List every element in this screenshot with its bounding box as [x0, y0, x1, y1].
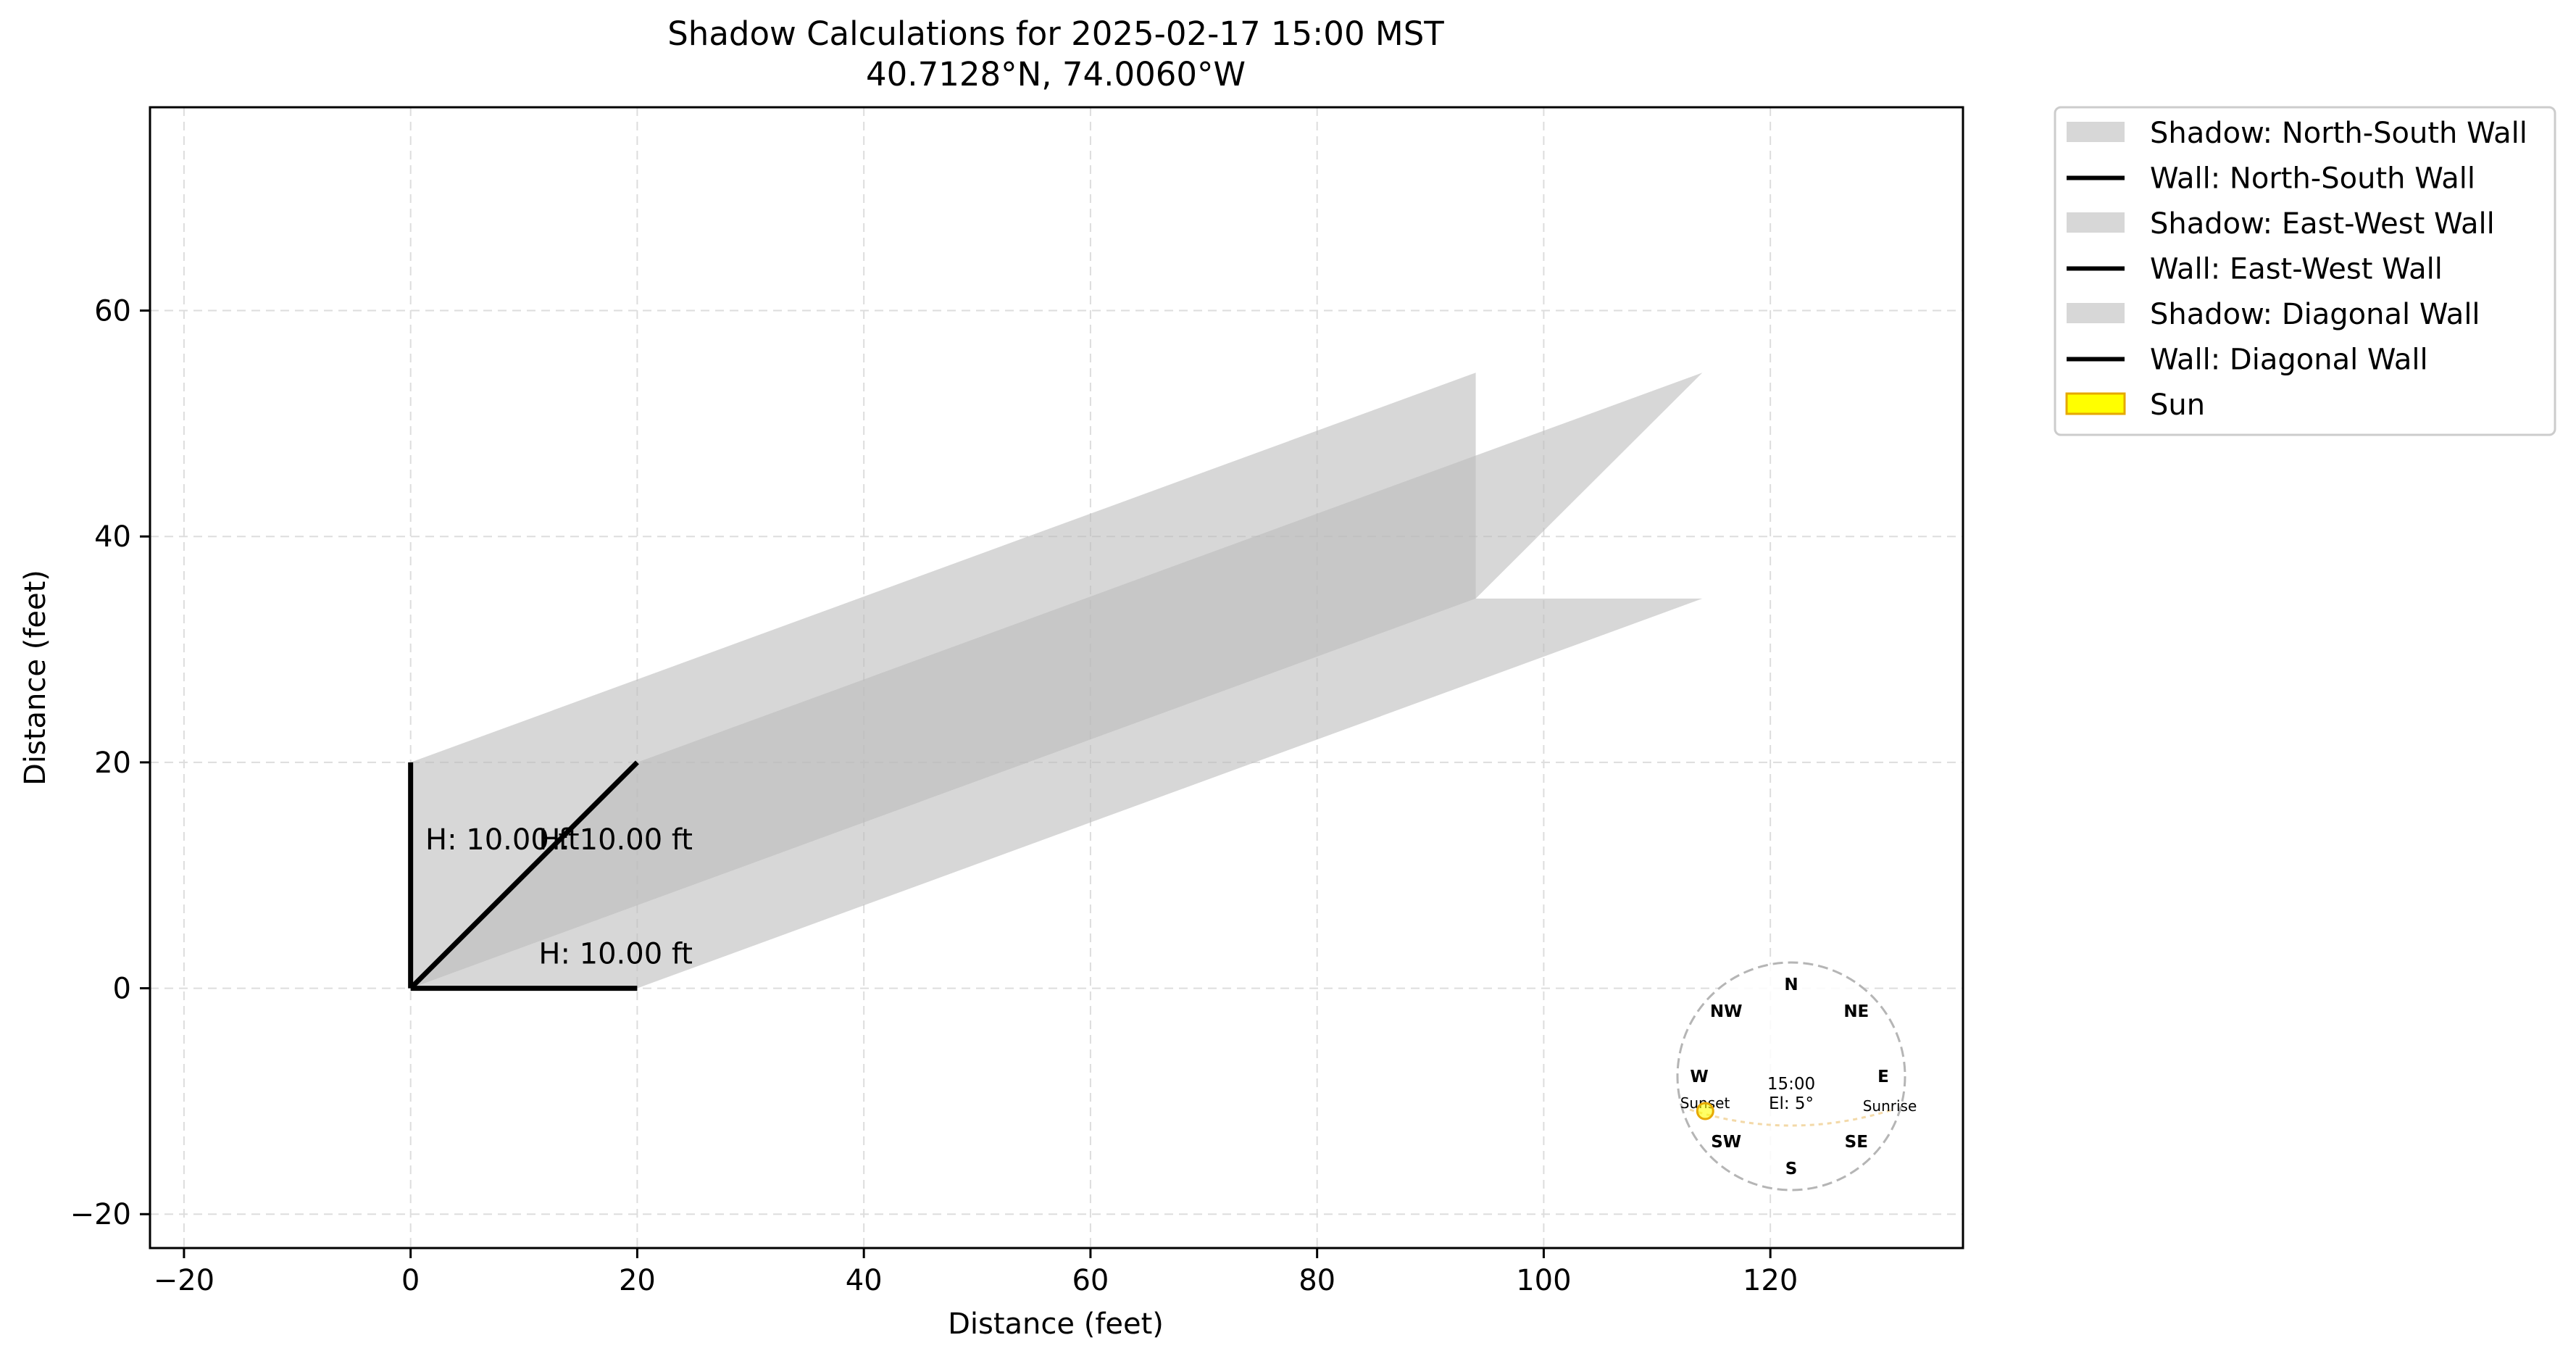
x-tick-label: −20: [154, 1264, 214, 1297]
compass-sun-marker: [1696, 1102, 1714, 1120]
x-axis-label: Distance (feet): [948, 1307, 1164, 1341]
legend-swatch-sun: [2065, 392, 2126, 415]
compass-direction-e: E: [1877, 1068, 1889, 1086]
x-tick-label: 120: [1743, 1264, 1798, 1297]
compass-time-label: 15:00: [1767, 1075, 1815, 1094]
compass-direction-s: S: [1785, 1160, 1798, 1178]
legend: Shadow: North-South Wall Wall: North-Sout…: [2054, 106, 2556, 436]
legend-box: [2054, 106, 2556, 436]
legend-label-sun: Sun: [2150, 388, 2205, 422]
x-tick-label: 100: [1516, 1264, 1571, 1297]
legend-swatch-shadow-east-west-wall: [2067, 212, 2125, 233]
chart-subtitle: 40.7128°N, 74.0060°W: [866, 55, 1246, 93]
x-tick-label: 40: [846, 1264, 883, 1297]
height-annotation: H: 10.00 ft: [425, 823, 580, 857]
compass-direction-w: W: [1690, 1068, 1708, 1086]
shadow-layer: [410, 373, 1703, 989]
wall-layer: [408, 760, 639, 991]
height-annotation: H: 10.00 ft: [538, 823, 693, 857]
y-tick-label: 20: [94, 747, 131, 780]
y-axis-label: Distance (feet): [19, 570, 52, 786]
compass-sunrise-label: Sunrise: [1863, 1097, 1917, 1115]
y-tick-label: 40: [94, 520, 131, 554]
legend-swatch-shadow-diagonal-wall: [2067, 303, 2125, 323]
legend-label-shadow-diagonal-wall: Shadow: Diagonal Wall: [2150, 298, 2480, 331]
legend-swatch-shadow-north-south-wall: [2067, 122, 2125, 142]
height-annotation: H: 10.00 ft: [538, 937, 693, 970]
x-tick-label: 20: [619, 1264, 656, 1297]
plot-frame: [149, 106, 1964, 1249]
sun-path-arc: [1689, 1108, 1893, 1127]
compass-elevation-label: El: 5°: [1769, 1094, 1814, 1113]
legend-label-wall-diagonal-wall: Wall: Diagonal Wall: [2150, 344, 2428, 377]
compass-direction-ne: NE: [1843, 1002, 1869, 1021]
x-tick-label: 80: [1299, 1264, 1335, 1297]
legend-label-wall-north-south-wall: Wall: North-South Wall: [2150, 162, 2475, 196]
legend-label-shadow-north-south-wall: Shadow: North-South Wall: [2150, 117, 2527, 150]
axis-ticks: −20 0 20 40 60 80 100 120 −20 0 20 40 60: [70, 295, 1798, 1297]
y-tick-label: 60: [94, 295, 131, 328]
legend-label-shadow-east-west-wall: Shadow: East-West Wall: [2150, 207, 2495, 241]
chart-title: Shadow Calculations for 2025-02-17 15:00…: [667, 14, 1444, 53]
shadow-polygon-3: [410, 373, 1703, 989]
x-tick-label: 0: [401, 1264, 420, 1297]
compass-direction-se: SE: [1845, 1133, 1868, 1152]
shadow-polygon-2: [410, 598, 1703, 989]
y-tick-label: −20: [70, 1198, 131, 1231]
compass-direction-sw: SW: [1711, 1133, 1741, 1152]
compass-direction-nw: NW: [1710, 1002, 1743, 1021]
legend-label-wall-east-west-wall: Wall: East-West Wall: [2150, 253, 2443, 286]
x-tick-label: 60: [1072, 1264, 1109, 1297]
compass-direction-n: N: [1784, 976, 1798, 994]
wall-line-3: [409, 760, 639, 991]
compass-circle: [1676, 961, 1906, 1192]
annotation-layer: H: 10.00 ftH: 10.00 ftH: 10.00 ft: [425, 823, 693, 970]
y-tick-label: 0: [113, 973, 131, 1006]
